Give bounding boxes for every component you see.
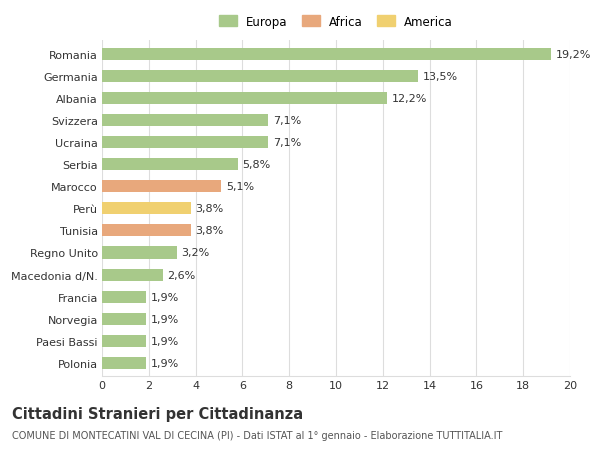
Bar [102,159,238,171]
Bar [102,49,551,61]
Bar [102,335,146,347]
Text: 1,9%: 1,9% [151,336,179,346]
Bar [102,181,221,193]
Bar [102,247,177,259]
Bar [102,137,268,149]
Bar [102,203,191,215]
Text: 3,8%: 3,8% [196,226,224,236]
Text: 5,8%: 5,8% [242,160,271,170]
Text: COMUNE DI MONTECATINI VAL DI CECINA (PI) - Dati ISTAT al 1° gennaio - Elaborazio: COMUNE DI MONTECATINI VAL DI CECINA (PI)… [12,431,502,441]
Text: 1,9%: 1,9% [151,292,179,302]
Bar [102,313,146,325]
Text: 7,1%: 7,1% [273,116,301,126]
Bar [102,115,268,127]
Bar [102,93,388,105]
Legend: Europa, Africa, America: Europa, Africa, America [215,12,457,32]
Text: 2,6%: 2,6% [167,270,196,280]
Bar [102,71,418,83]
Bar [102,291,146,303]
Text: 3,8%: 3,8% [196,204,224,214]
Text: 7,1%: 7,1% [273,138,301,148]
Text: 13,5%: 13,5% [422,72,458,82]
Bar [102,269,163,281]
Text: 1,9%: 1,9% [151,358,179,368]
Text: 3,2%: 3,2% [182,248,210,258]
Text: Cittadini Stranieri per Cittadinanza: Cittadini Stranieri per Cittadinanza [12,406,303,421]
Text: 19,2%: 19,2% [556,50,592,60]
Bar [102,357,146,369]
Text: 1,9%: 1,9% [151,314,179,324]
Text: 5,1%: 5,1% [226,182,254,192]
Bar [102,225,191,237]
Text: 12,2%: 12,2% [392,94,428,104]
